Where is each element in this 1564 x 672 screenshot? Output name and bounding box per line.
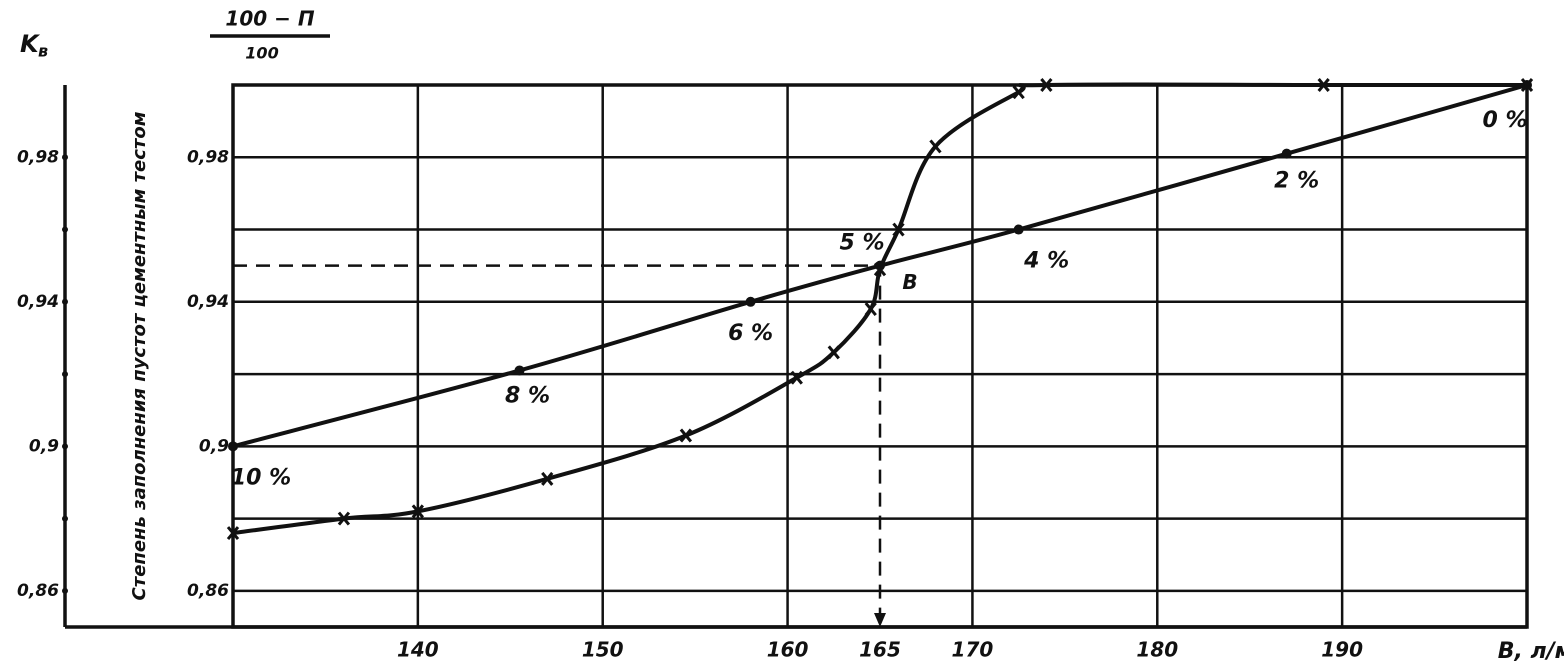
outer-y-tick-label: 0,86	[17, 581, 59, 601]
outer-tick	[62, 443, 68, 450]
point	[929, 139, 942, 154]
x-tick-label: 160	[767, 638, 809, 662]
point-label: 0 %	[1482, 108, 1527, 133]
point	[864, 302, 877, 316]
point	[873, 262, 887, 277]
point	[892, 222, 905, 237]
point	[411, 504, 425, 519]
x-tick-label: 180	[1136, 638, 1178, 662]
x-tick-label: 170	[952, 638, 994, 662]
outer-y-tick-label: 0,9	[29, 436, 59, 456]
point	[541, 471, 554, 486]
outer-tick	[62, 587, 68, 594]
outer-tick	[62, 515, 68, 522]
x-tick-label: 190	[1321, 638, 1363, 662]
y-tick-label: 0,86	[187, 581, 229, 601]
point	[790, 370, 803, 385]
fraction-top: 100 − П	[225, 7, 314, 31]
x-tick-label: 140	[397, 638, 439, 662]
point	[1040, 78, 1053, 92]
point	[337, 511, 351, 526]
outer-tick	[62, 298, 68, 305]
point	[226, 526, 240, 541]
y-tick-label: 0,9	[199, 436, 229, 456]
point	[1317, 78, 1330, 92]
outer-tick	[62, 371, 68, 378]
arrowhead	[874, 613, 886, 627]
point	[228, 441, 238, 452]
y-tick-label: 0,94	[187, 292, 229, 312]
point-label: 10 %	[231, 465, 291, 490]
left-axis-label-sub: в	[38, 42, 48, 61]
fraction-bottom: 100	[245, 44, 278, 63]
y-tick-label: 0,98	[187, 147, 229, 167]
point	[679, 428, 693, 443]
point	[514, 365, 525, 376]
crosshair-label: B	[902, 270, 917, 294]
x-axis-title: В, л/м³	[1498, 639, 1564, 664]
outer-tick	[62, 154, 68, 161]
left-axis-label: K	[20, 30, 41, 58]
point	[745, 296, 756, 307]
series-line	[232, 82, 1527, 536]
point	[1281, 148, 1292, 159]
point	[827, 345, 840, 360]
point-label: 8 %	[505, 383, 550, 408]
point	[1520, 78, 1534, 92]
outer-y-tick-label: 0,98	[17, 147, 59, 167]
point-label: 5 %	[839, 231, 884, 256]
point-label: 4 %	[1023, 249, 1069, 274]
crosshair	[233, 264, 882, 619]
outer-tick	[62, 226, 68, 233]
point-label: 2 %	[1274, 169, 1319, 194]
crosshair-x-label: 165	[859, 638, 901, 662]
point-label: 6 %	[728, 321, 773, 346]
y-axis-title: Степень заполнения пустот цементным тест…	[129, 111, 150, 600]
outer-y-tick-label: 0,94	[17, 292, 59, 312]
point	[1013, 224, 1024, 235]
x-tick-label: 150	[582, 638, 624, 662]
point	[1012, 85, 1025, 100]
